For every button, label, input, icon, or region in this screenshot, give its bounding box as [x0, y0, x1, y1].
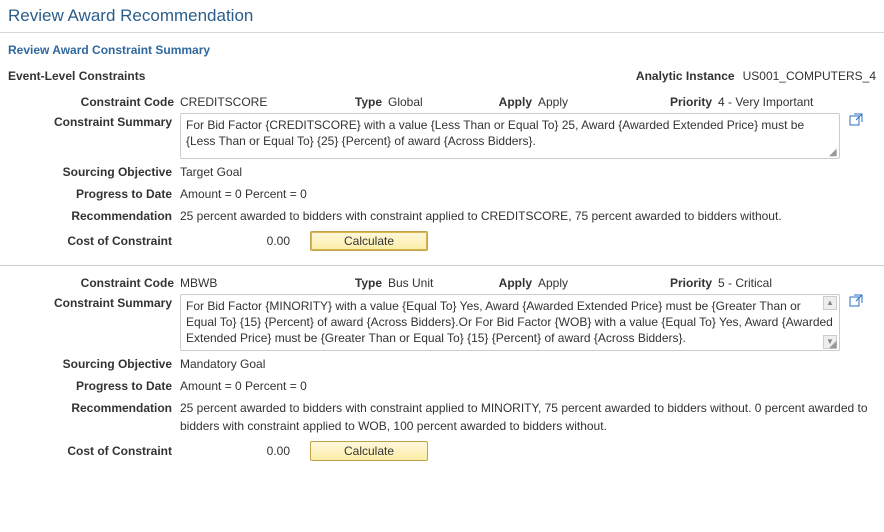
type-label: Type	[328, 95, 388, 109]
constraint-summary-textarea[interactable]: For Bid Factor {MINORITY} with a value {…	[180, 294, 840, 351]
progress-to-date-value: Amount = 0 Percent = 0	[180, 185, 876, 203]
constraint-code-label: Constraint Code	[8, 95, 180, 109]
page-title: Review Award Recommendation	[0, 0, 884, 33]
priority-value: 4 - Very Important	[718, 95, 813, 109]
event-level-constraints-label: Event-Level Constraints	[8, 69, 145, 83]
popout-icon[interactable]	[849, 294, 863, 308]
cost-of-constraint-value: 0.00	[180, 444, 310, 458]
header-row: Event-Level Constraints Analytic Instanc…	[0, 63, 884, 93]
progress-to-date-label: Progress to Date	[8, 377, 180, 395]
priority-label: Priority	[628, 276, 718, 290]
recommendation-label: Recommendation	[8, 207, 180, 225]
constraint-code-value: MBWB	[180, 276, 217, 290]
apply-value: Apply	[538, 95, 568, 109]
sourcing-objective-label: Sourcing Objective	[8, 163, 180, 181]
priority-value: 5 - Critical	[718, 276, 772, 290]
constraint-block: Constraint Code CREDITSCORE Type Global …	[0, 93, 884, 266]
recommendation-value: 25 percent awarded to bidders with const…	[180, 207, 876, 225]
recommendation-value: 25 percent awarded to bidders with const…	[180, 399, 876, 435]
popout-icon[interactable]	[849, 113, 863, 127]
analytic-instance-value: US001_COMPUTERS_4	[743, 69, 876, 83]
progress-to-date-value: Amount = 0 Percent = 0	[180, 377, 876, 395]
priority-label: Priority	[628, 95, 718, 109]
calculate-button[interactable]: Calculate	[310, 231, 428, 251]
type-value: Bus Unit	[388, 276, 433, 290]
calculate-button[interactable]: Calculate	[310, 441, 428, 461]
apply-label: Apply	[478, 276, 538, 290]
constraint-summary-textarea[interactable]: For Bid Factor {CREDITSCORE} with a valu…	[180, 113, 840, 159]
constraint-code-label: Constraint Code	[8, 276, 180, 290]
cost-of-constraint-value: 0.00	[180, 234, 310, 248]
sourcing-objective-value: Mandatory Goal	[180, 355, 876, 373]
apply-label: Apply	[478, 95, 538, 109]
type-value: Global	[388, 95, 423, 109]
apply-value: Apply	[538, 276, 568, 290]
constraint-block: Constraint Code MBWB Type Bus Unit Apply…	[0, 274, 884, 475]
progress-to-date-label: Progress to Date	[8, 185, 180, 203]
sourcing-objective-value: Target Goal	[180, 163, 876, 181]
cost-of-constraint-label: Cost of Constraint	[8, 444, 180, 458]
sourcing-objective-label: Sourcing Objective	[8, 355, 180, 373]
constraint-code-value: CREDITSCORE	[180, 95, 267, 109]
constraint-summary-label: Constraint Summary	[8, 113, 180, 131]
analytic-instance-label: Analytic Instance	[636, 69, 735, 83]
section-title: Review Award Constraint Summary	[0, 33, 884, 63]
type-label: Type	[328, 276, 388, 290]
recommendation-label: Recommendation	[8, 399, 180, 417]
constraint-summary-label: Constraint Summary	[8, 294, 180, 312]
cost-of-constraint-label: Cost of Constraint	[8, 234, 180, 248]
